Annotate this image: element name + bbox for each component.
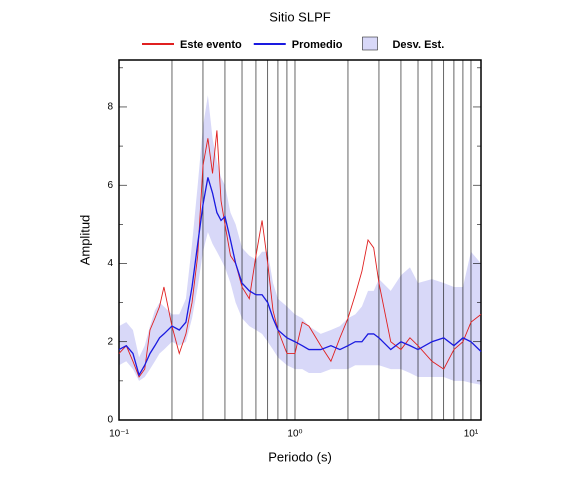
y-tick-label: 8 — [107, 102, 113, 113]
x-tick-label: 10⁰ — [287, 429, 302, 440]
legend-label: Promedio — [292, 39, 343, 51]
y-tick-label: 2 — [107, 336, 113, 347]
y-tick-label: 4 — [107, 258, 113, 269]
legend-label: Desv. Est. — [392, 39, 444, 51]
legend-swatch — [362, 36, 378, 51]
std-band — [119, 95, 481, 385]
x-tick-label: 10⁻¹ — [109, 429, 129, 440]
y-tick-label: 0 — [107, 415, 113, 426]
x-axis-label: Periodo (s) — [268, 449, 332, 464]
x-tick-label: 10¹ — [464, 429, 479, 440]
legend-label: Este evento — [180, 39, 242, 51]
plot-frame — [118, 59, 482, 421]
series-line — [118, 177, 482, 377]
y-axis-label: Amplitud — [77, 215, 92, 266]
chart-title: Sitio SLPF — [269, 9, 330, 24]
y-tick-label: 6 — [107, 180, 113, 191]
